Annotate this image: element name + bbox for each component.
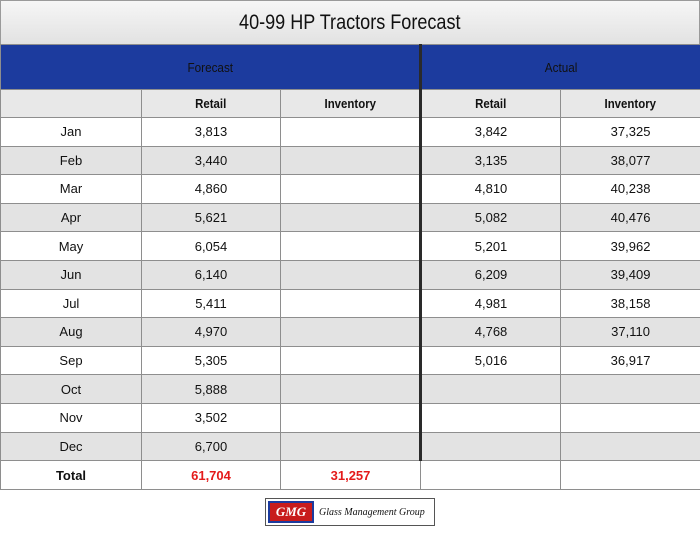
total-label-cell: Total [0,460,142,491]
forecast-inventory-header: Inventory [279,89,422,118]
forecast-retail-header: Retail [141,89,281,118]
forecast-retail-cell: 4,860 [141,174,281,204]
actual-inventory-cell [560,402,700,433]
table-row: Sep 5,305 5,016 36,917 [0,345,700,376]
month-cell: Mar [0,174,142,204]
table-title: 40-99 HP Tractors Forecast [239,10,461,34]
actual-retail-header: Retail [419,89,562,118]
actual-retail-cell [419,402,562,433]
month-cell: Jan [0,117,142,147]
forecast-inventory-cell [279,317,422,347]
actual-retail-cell: 4,810 [419,174,562,204]
actual-retail-cell: 3,842 [419,117,562,147]
forecast-inventory-cell [279,402,422,433]
table-row: Mar 4,860 4,810 40,238 [0,174,700,204]
forecast-inventory-cell [279,145,422,176]
actual-inventory-cell [560,431,700,462]
actual-retail-cell: 3,135 [419,145,562,176]
forecast-group-header: Forecast [0,44,422,90]
forecast-retail-cell: 3,813 [141,117,281,147]
table-row: Aug 4,970 4,768 37,110 [0,317,700,347]
actual-retail-cell [419,431,562,462]
month-cell: Aug [0,317,142,347]
gmg-logo: GMG Glass Management Group [265,498,435,526]
table-title-bar: 40-99 HP Tractors Forecast [0,0,700,45]
actual-inventory-cell: 36,917 [560,345,700,376]
actual-inventory-cell: 40,238 [560,174,700,204]
table-row: May 6,054 5,201 39,962 [0,231,700,261]
actual-inventory-cell: 38,077 [560,145,700,176]
actual-inventory-header: Inventory [560,89,700,118]
table-body: Jan 3,813 3,842 37,325 Feb 3,440 3,135 38,077 Ma… [0,117,700,491]
month-cell: Apr [0,202,142,233]
forecast-retail-cell: 5,411 [141,288,281,319]
forecast-inventory-cell [279,231,422,261]
forecast-retail-cell: 5,621 [141,202,281,233]
month-cell: May [0,231,142,261]
table-row: Jan 3,813 3,842 37,325 [0,117,700,147]
table-row: Oct 5,888 [0,374,700,404]
table-row: Jul 5,411 4,981 38,158 [0,288,700,319]
total-forecast-inventory-cell: 31,257 [279,460,422,491]
forecast-inventory-cell [279,288,422,319]
month-cell: Nov [0,402,142,433]
forecast-retail-cell: 5,888 [141,374,281,404]
actual-group-header: Actual [419,44,700,90]
table-row: Nov 3,502 [0,402,700,433]
forecast-inventory-cell [279,374,422,404]
forecast-inventory-cell [279,117,422,147]
forecast-table: Forecast Actual Retail Inventory Retail … [0,44,700,491]
group-header-row: Forecast Actual [0,44,700,90]
month-cell: Jun [0,259,142,290]
month-cell: Feb [0,145,142,176]
actual-retail-cell: 5,201 [419,231,562,261]
actual-retail-cell: 6,209 [419,259,562,290]
forecast-inventory-cell [279,345,422,376]
actual-inventory-cell: 39,409 [560,259,700,290]
actual-inventory-cell: 37,325 [560,117,700,147]
forecast-inventory-cell [279,174,422,204]
actual-retail-cell: 5,082 [419,202,562,233]
total-actual-retail-cell [420,460,562,491]
total-row: Total 61,704 31,257 [0,460,700,491]
column-header-row: Retail Inventory Retail Inventory [0,89,700,118]
actual-inventory-cell: 39,962 [560,231,700,261]
total-actual-inventory-cell [560,460,700,491]
actual-retail-cell: 5,016 [419,345,562,376]
month-cell: Oct [0,374,142,404]
actual-retail-cell [419,374,562,404]
actual-inventory-cell [560,374,700,404]
forecast-retail-cell: 3,502 [141,402,281,433]
actual-inventory-cell: 38,158 [560,288,700,319]
table-row: Apr 5,621 5,082 40,476 [0,202,700,233]
table-row: Feb 3,440 3,135 38,077 [0,145,700,176]
table-row: Dec 6,700 [0,431,700,462]
forecast-retail-cell: 3,440 [141,145,281,176]
month-cell: Dec [0,431,142,462]
actual-retail-cell: 4,768 [419,317,562,347]
actual-retail-cell: 4,981 [419,288,562,319]
month-cell: Jul [0,288,142,319]
month-cell: Sep [0,345,142,376]
forecast-inventory-cell [279,259,422,290]
forecast-inventory-cell [279,202,422,233]
forecast-inventory-cell [279,431,422,462]
total-forecast-retail-cell: 61,704 [141,460,281,491]
forecast-retail-cell: 6,140 [141,259,281,290]
actual-inventory-cell: 37,110 [560,317,700,347]
forecast-retail-cell: 4,970 [141,317,281,347]
gmg-logo-mark: GMG [268,501,314,523]
table-row: Jun 6,140 6,209 39,409 [0,259,700,290]
forecast-retail-cell: 6,054 [141,231,281,261]
forecast-retail-cell: 6,700 [141,431,281,462]
gmg-logo-text: Glass Management Group [319,506,425,518]
month-column-header [0,89,142,118]
actual-inventory-cell: 40,476 [560,202,700,233]
forecast-retail-cell: 5,305 [141,345,281,376]
